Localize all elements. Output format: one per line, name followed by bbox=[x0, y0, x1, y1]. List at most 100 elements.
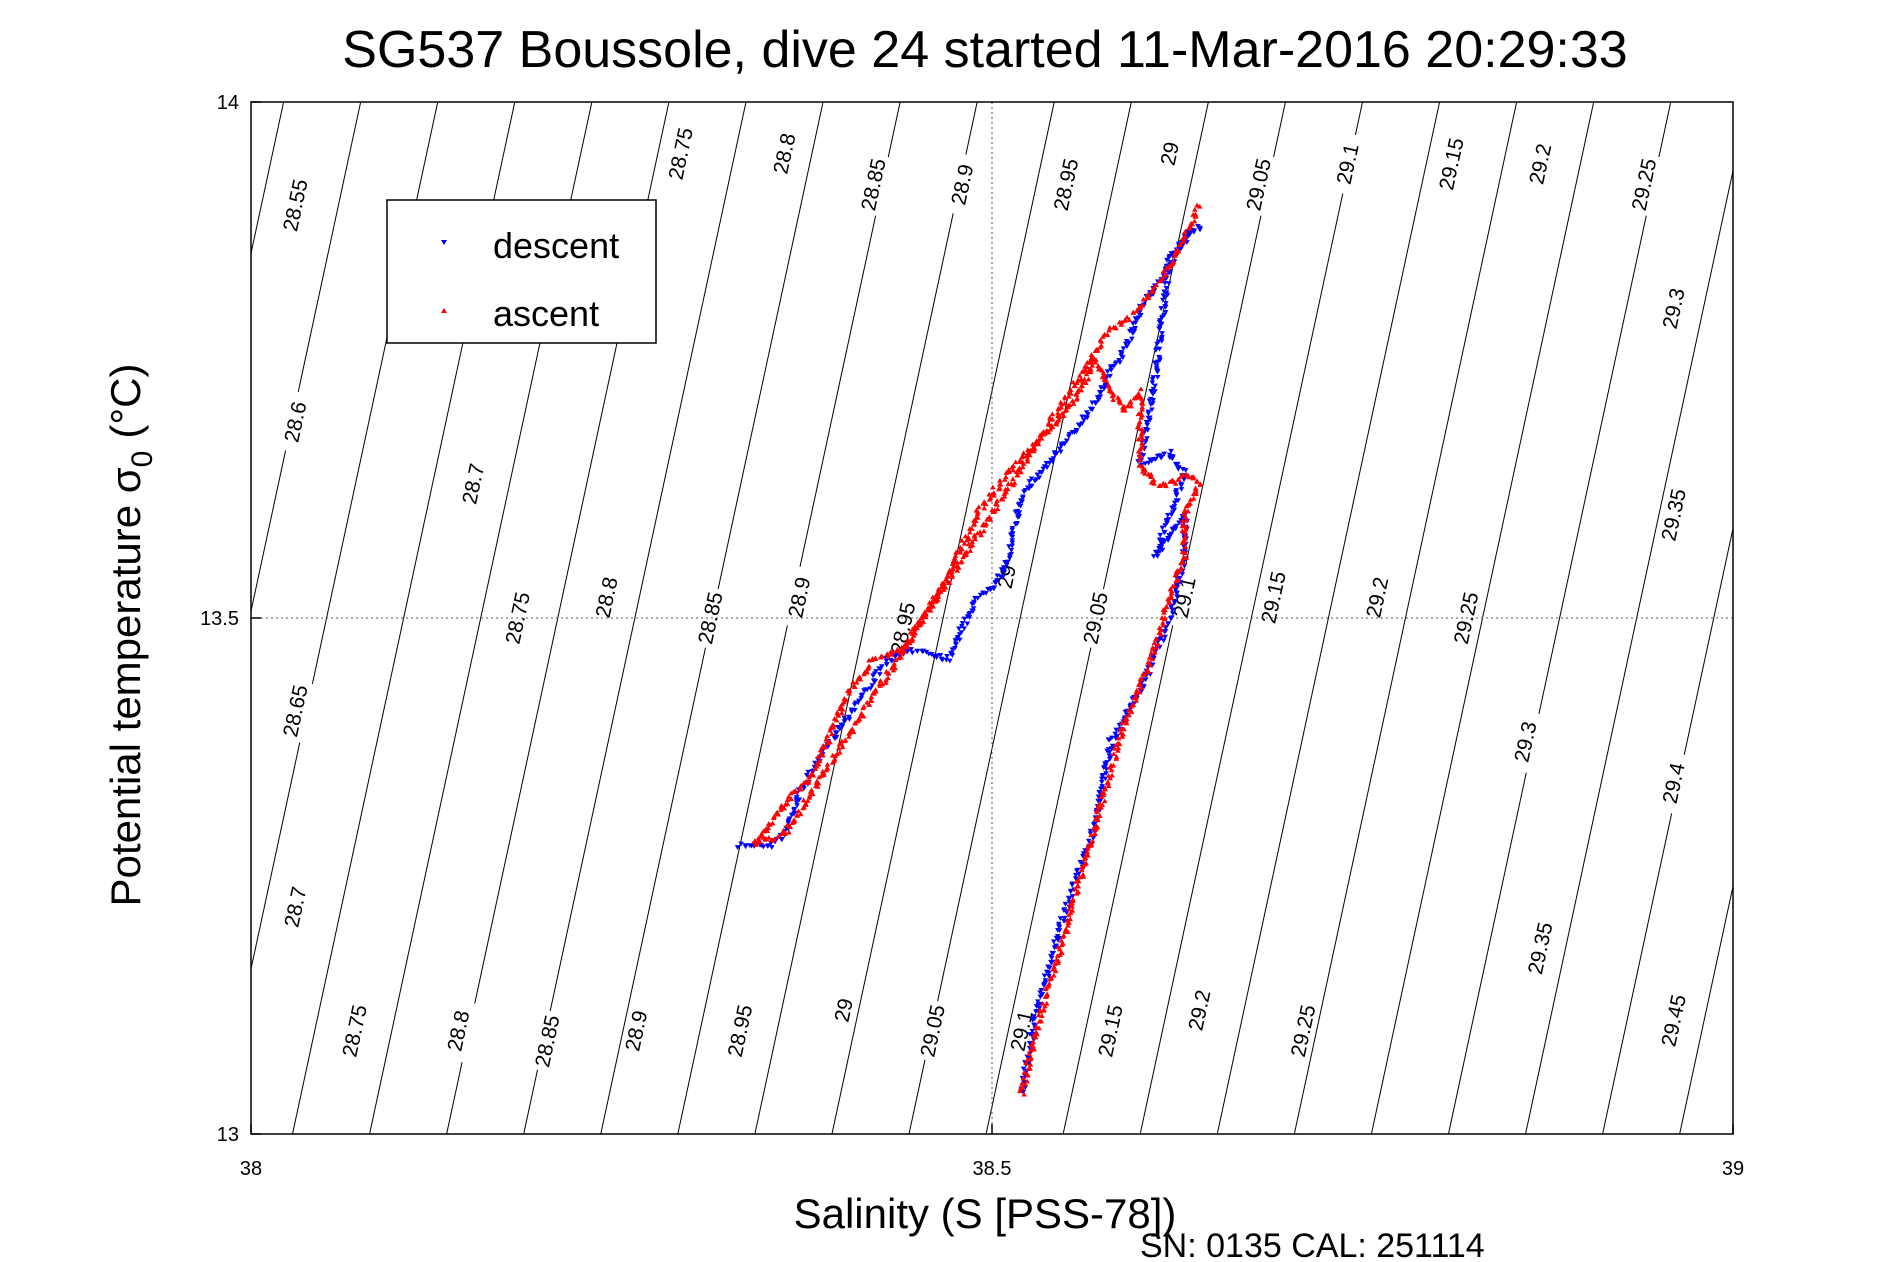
ascent-point bbox=[810, 791, 816, 797]
descent-point bbox=[1165, 512, 1171, 518]
descent-point bbox=[964, 621, 971, 627]
ascent-point bbox=[946, 580, 953, 585]
ascent-point bbox=[778, 807, 784, 812]
descent-point bbox=[1026, 479, 1033, 484]
ascent-point bbox=[1121, 318, 1128, 323]
descent-point bbox=[862, 687, 869, 693]
ascent-point bbox=[953, 563, 960, 569]
ascent-point bbox=[1118, 730, 1124, 735]
descent-point bbox=[1132, 326, 1139, 331]
descent-point bbox=[937, 652, 944, 658]
descent-point bbox=[1171, 504, 1178, 509]
ascent-point bbox=[1136, 391, 1142, 397]
ascent-point bbox=[884, 651, 890, 657]
ascent-point bbox=[1190, 495, 1197, 501]
ascent-point bbox=[1079, 863, 1086, 869]
ascent-point bbox=[1140, 296, 1147, 302]
ascent-point bbox=[1108, 767, 1115, 773]
ascent-point bbox=[1050, 966, 1056, 972]
ascent-point bbox=[891, 661, 898, 666]
ascent-point bbox=[927, 607, 934, 613]
descent-point bbox=[1144, 436, 1150, 442]
ascent-point bbox=[1073, 396, 1080, 402]
descent-point bbox=[1009, 538, 1016, 544]
ascent-point bbox=[877, 678, 884, 683]
descent-point bbox=[1008, 551, 1015, 557]
ascent-point bbox=[798, 811, 804, 817]
ascent-point bbox=[1126, 711, 1132, 717]
ascent-point bbox=[1095, 366, 1102, 372]
ascent-point bbox=[1110, 751, 1117, 757]
ascent-point bbox=[1140, 468, 1146, 474]
ascent-point bbox=[1077, 372, 1083, 378]
ascent-point bbox=[994, 506, 1001, 512]
chart-title: SG537 Boussole, dive 24 started 11-Mar-2… bbox=[342, 21, 1627, 79]
ascent-point bbox=[1159, 615, 1165, 620]
ascent-point bbox=[784, 797, 791, 803]
contour-label-bg bbox=[1077, 586, 1114, 650]
contour-label-bg bbox=[1285, 998, 1322, 1063]
ascent-point bbox=[1072, 886, 1079, 892]
x-tick-label: 39 bbox=[1722, 1158, 1744, 1180]
descent-point bbox=[1172, 587, 1179, 593]
descent-point bbox=[961, 616, 968, 622]
ascent-point bbox=[969, 542, 976, 548]
ascent-point bbox=[1060, 941, 1066, 946]
descent-point bbox=[1041, 973, 1048, 979]
ascent-point bbox=[923, 611, 929, 617]
ascent-point bbox=[817, 758, 823, 763]
descent-point bbox=[1103, 771, 1109, 777]
descent-point bbox=[1095, 397, 1102, 403]
ascent-point bbox=[847, 728, 854, 734]
legend-descent-marker bbox=[441, 240, 447, 245]
contour-label-bg bbox=[1359, 565, 1396, 630]
ascent-point bbox=[919, 613, 925, 619]
descent-point bbox=[742, 844, 749, 850]
descent-point bbox=[1009, 527, 1015, 533]
ascent-point bbox=[1124, 314, 1130, 320]
ascent-point bbox=[899, 645, 906, 651]
ascent-point bbox=[1105, 382, 1112, 388]
descent-point bbox=[1162, 529, 1168, 535]
descent-point bbox=[1142, 461, 1149, 467]
contour-label-bg bbox=[1507, 709, 1544, 774]
ascent-point bbox=[1048, 974, 1054, 980]
ascent-point bbox=[1133, 697, 1140, 703]
descent-point bbox=[991, 585, 998, 591]
ascent-point bbox=[1021, 1069, 1028, 1075]
descent-point bbox=[1074, 868, 1080, 874]
descent-point bbox=[1068, 888, 1074, 894]
ascent-point bbox=[1139, 302, 1146, 308]
descent-point bbox=[765, 843, 772, 849]
descent-point bbox=[1144, 427, 1151, 433]
ascent-point bbox=[898, 650, 905, 656]
ascent-point bbox=[1078, 867, 1085, 873]
descent-point bbox=[1158, 541, 1165, 547]
descent-point bbox=[1107, 373, 1113, 379]
descent-point bbox=[1104, 369, 1111, 375]
descent-point bbox=[832, 730, 839, 736]
descent-point bbox=[1033, 1004, 1040, 1009]
ascent-point bbox=[1109, 772, 1115, 778]
ascent-point bbox=[1061, 400, 1068, 406]
ascent-point bbox=[758, 831, 765, 836]
descent-point bbox=[1034, 472, 1041, 478]
descent-point bbox=[961, 626, 968, 632]
ascent-point bbox=[1162, 607, 1168, 613]
descent-point bbox=[1050, 456, 1057, 462]
descent-point bbox=[1159, 331, 1165, 336]
ascent-point bbox=[1194, 202, 1200, 208]
ascent-point bbox=[1173, 577, 1180, 583]
descent-point bbox=[1102, 761, 1108, 767]
descent-point bbox=[1029, 1028, 1036, 1034]
ascent-point bbox=[981, 505, 988, 511]
ascent-point bbox=[1055, 958, 1062, 964]
descent-point bbox=[1162, 523, 1168, 528]
descent-point bbox=[1149, 407, 1155, 413]
ascent-point bbox=[1130, 310, 1137, 315]
ascent-point bbox=[1159, 275, 1166, 281]
ascent-point bbox=[829, 722, 836, 728]
descent-point bbox=[879, 664, 885, 670]
ascent-point bbox=[1113, 754, 1120, 760]
ascent-point bbox=[1080, 871, 1086, 877]
